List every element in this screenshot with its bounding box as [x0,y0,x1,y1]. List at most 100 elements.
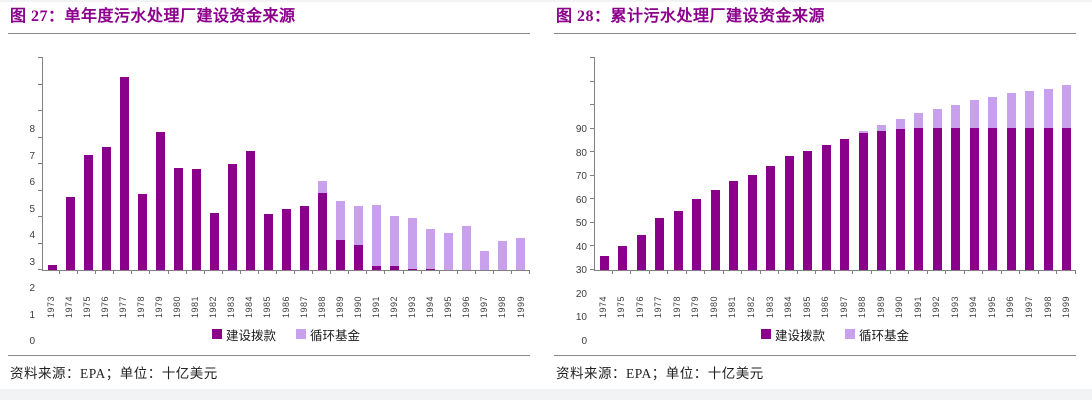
x-axis-tick-mark [385,271,404,274]
x-axis-tick-mark [742,271,761,274]
bar-segment-revolving [951,105,961,128]
bar-column [332,201,350,270]
bar-segment-grant [784,155,794,270]
bar-segment-revolving [988,96,998,128]
x-axis-tick-label: 1983 [226,295,237,318]
y-axis-tick-mark [38,110,43,111]
bar-column [61,197,79,270]
bar-segment-grant [951,127,961,270]
x-axis-tick-mark [816,271,835,274]
y-axis: 0 1 2 3 4 5 6 7 8 [8,58,42,347]
y-axis-tick-label: 5 [29,203,35,215]
x-axis-tick-label: 1988 [857,295,868,318]
y-axis-tick-label: 90 [575,124,587,135]
x-axis-tick-label: 1991 [912,295,923,318]
x-axis-tick-mark [205,271,223,274]
bar-segment-revolving [1062,85,1072,128]
x-axis-tick-label: 1994 [968,295,979,318]
bar-column [669,211,688,270]
bar-segment-grant [354,244,364,270]
bar-segment-grant [1006,127,1016,270]
bar-column [780,155,799,270]
x-axis-tick-label: 1992 [931,295,942,318]
bar-segment-grant [729,180,739,270]
bar-segment-revolving [372,205,382,267]
figure-28-chart: 0 10 20 30 40 50 60 70 80 90 1974 1975 1976 1977 1978… [554,57,1076,347]
source-note: 资料来源：EPA；单位：十亿美元 [556,366,764,381]
y-axis-tick-label: 60 [575,194,587,206]
x-axis-tick-label: 1995 [986,295,997,318]
bar-segment-revolving [1006,93,1016,128]
x-axis-tick-mark [241,271,259,274]
bar-segment-grant [821,145,831,270]
bar-column [688,199,707,270]
bar-segment-revolving [444,232,454,270]
x-axis-tick-mark [223,271,241,274]
bar-column [873,125,892,270]
legend-item: 建设拨款 [760,325,825,344]
bar-segment-grant [914,127,924,270]
x-axis-tick-label: 1981 [190,295,201,318]
y-axis-tick-mark [38,216,43,217]
x-axis-tick-label: 1981 [727,295,738,318]
bar-segment-revolving [1043,88,1053,128]
bar-column [476,251,494,270]
bar-column [440,232,458,270]
x-axis-tick-mark [668,271,687,274]
bar-column [404,218,422,270]
bar-segment-grant [766,166,776,270]
bar-column [512,238,530,270]
bar-column [43,264,61,270]
bar-column [295,206,313,270]
x-axis-tick-label: 1982 [208,295,219,318]
y-axis-tick-label: 4 [29,230,35,241]
x-axis-tick-mark [331,271,350,274]
y-axis-tick-label: 2 [29,283,35,294]
x-axis-tick-label: 1978 [135,295,146,318]
y-axis-tick-label: 70 [575,171,587,183]
x-axis-tick-label: 1985 [262,295,273,318]
bar-segment-revolving [354,206,364,245]
bar-column [984,96,1003,270]
x-axis-tick-mark [277,271,296,274]
bar-column [1039,88,1058,270]
bar-segment-revolving [858,131,868,134]
y-axis-tick-mark [590,221,595,223]
x-axis-tick-mark [1020,271,1039,274]
bar-column [133,194,151,270]
x-axis-tick-label: 1989 [875,295,886,318]
bar-column [259,214,277,270]
x-axis-tick-mark [909,271,928,274]
bar-column [910,113,929,270]
x-axis-tick-label: 1999 [515,295,526,318]
y-axis-tick-label: 20 [575,288,587,300]
x-axis-tick-mark [891,271,910,274]
x-axis-tick-mark [132,271,151,274]
x-axis-tick-mark [187,271,205,274]
bar-segment-revolving [462,226,472,270]
y-axis-tick-mark [590,245,595,247]
bar-segment-revolving [969,100,979,128]
y-axis-tick-label: 30 [575,265,587,277]
bar-segment-grant [673,211,683,270]
y-axis-tick-label: 0 [581,336,587,347]
y-axis-tick-mark [590,104,595,106]
bar-segment-grant [1025,127,1035,270]
bar-segment-grant [840,139,850,270]
y-axis-tick-label: 40 [575,241,587,253]
x-axis-tick-label: 1987 [838,295,849,318]
x-axis-tick-mark [705,271,724,274]
legend-label: 循环基金 [859,328,910,343]
bar-column [241,150,259,270]
x-axis-tick-label: 1979 [690,295,701,318]
x-axis-tick-label: 1980 [172,295,183,318]
x-axis-tick-mark [946,271,965,274]
bar-column [313,181,331,270]
x-axis-tick-mark [150,271,169,274]
x-axis-tick-label: 1990 [352,295,363,318]
x-axis-labels: 1974 1975 1976 1977 1978 1979 1980 1981 1982 1983… [594,276,1076,318]
x-axis-tick-mark [761,271,780,274]
bar-column [595,255,614,270]
figure-28-panel: 图 28：累计污水处理厂建设资金来源 0 10 20 30 40 50 60 70 80 90 1… [546,2,1092,389]
legend-label: 建设拨款 [225,328,276,343]
